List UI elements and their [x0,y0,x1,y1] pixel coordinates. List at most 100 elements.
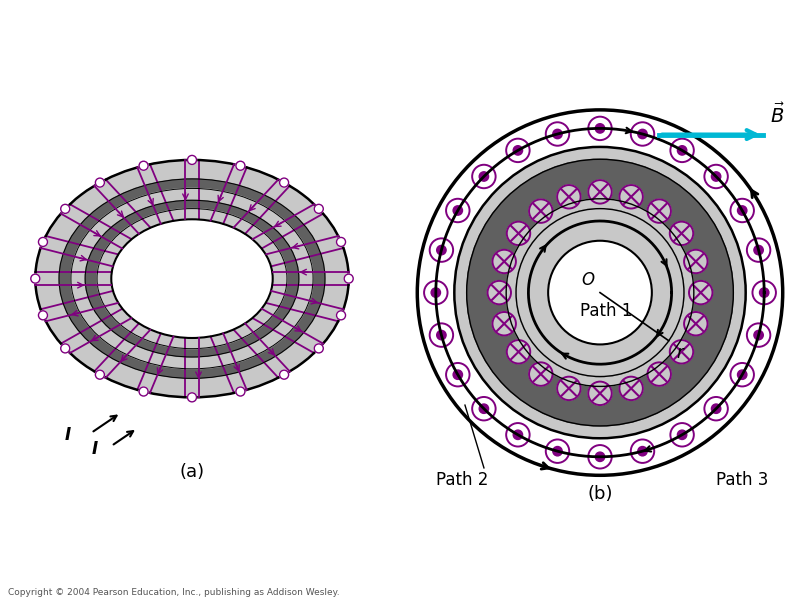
Circle shape [472,397,496,421]
Circle shape [466,159,734,426]
Circle shape [493,312,516,335]
Circle shape [437,331,446,340]
Circle shape [437,245,446,255]
Text: Path 3: Path 3 [716,471,768,489]
Text: I: I [91,440,98,458]
Circle shape [430,323,453,347]
Circle shape [546,439,570,463]
Circle shape [446,363,470,386]
Circle shape [630,439,654,463]
Circle shape [418,110,782,475]
Circle shape [595,452,605,461]
Circle shape [619,377,643,400]
Circle shape [738,206,747,215]
Circle shape [279,370,289,379]
Circle shape [514,430,522,439]
Circle shape [506,139,530,162]
Circle shape [588,116,612,140]
Circle shape [711,172,721,181]
Circle shape [506,340,530,364]
Circle shape [754,331,763,340]
Circle shape [187,155,197,164]
Circle shape [670,423,694,446]
Ellipse shape [71,188,313,369]
Circle shape [30,274,40,283]
Circle shape [314,205,323,214]
Circle shape [630,122,654,146]
Circle shape [38,238,47,247]
Circle shape [678,430,686,439]
Text: Copyright © 2004 Pearson Education, Inc., publishing as Addison Wesley.: Copyright © 2004 Pearson Education, Inc.… [8,588,340,597]
Circle shape [730,199,754,222]
Circle shape [479,172,489,181]
Circle shape [516,209,684,377]
Circle shape [187,393,197,402]
Circle shape [730,363,754,386]
Circle shape [704,165,728,188]
Circle shape [689,281,713,304]
Circle shape [453,206,462,215]
Circle shape [678,146,686,155]
Circle shape [557,185,581,209]
Circle shape [759,288,769,297]
Circle shape [516,209,684,377]
Text: r: r [676,344,683,362]
Circle shape [236,161,245,170]
Circle shape [670,340,694,364]
Circle shape [493,250,516,273]
Circle shape [638,129,647,139]
Circle shape [754,245,763,255]
Circle shape [747,323,770,347]
Circle shape [472,165,496,188]
Circle shape [431,288,441,297]
Text: $\vec{B}$: $\vec{B}$ [770,103,786,127]
Circle shape [529,362,553,386]
Circle shape [95,178,105,187]
Circle shape [95,370,105,379]
Circle shape [684,250,707,273]
Circle shape [588,180,612,203]
Circle shape [753,281,776,304]
Circle shape [529,199,553,223]
Circle shape [548,241,652,344]
Circle shape [638,446,647,456]
Text: O: O [581,271,594,289]
Circle shape [670,139,694,162]
Circle shape [337,238,346,247]
Circle shape [557,377,581,400]
Circle shape [595,124,605,133]
Circle shape [139,161,148,170]
Circle shape [647,362,671,386]
Circle shape [670,221,694,245]
Circle shape [647,199,671,223]
Circle shape [424,281,447,304]
Text: I: I [64,426,70,444]
Circle shape [506,221,530,245]
Text: (b): (b) [587,485,613,503]
Circle shape [61,205,70,214]
Circle shape [588,382,612,405]
Circle shape [139,387,148,396]
Circle shape [711,404,721,413]
Circle shape [588,445,612,469]
Text: Path 1: Path 1 [580,302,632,320]
Circle shape [506,423,530,446]
Circle shape [314,344,323,353]
Circle shape [684,312,707,335]
Circle shape [553,446,562,456]
Circle shape [506,199,694,386]
Circle shape [546,122,570,146]
Circle shape [704,397,728,421]
Circle shape [619,185,643,209]
Circle shape [454,147,746,438]
Circle shape [453,370,462,379]
Circle shape [747,238,770,262]
Circle shape [430,238,453,262]
Text: (a): (a) [179,463,205,481]
Text: Path 2: Path 2 [435,471,488,489]
Circle shape [738,370,747,379]
Circle shape [279,178,289,187]
Circle shape [487,281,511,304]
Circle shape [514,146,522,155]
Circle shape [38,311,47,320]
